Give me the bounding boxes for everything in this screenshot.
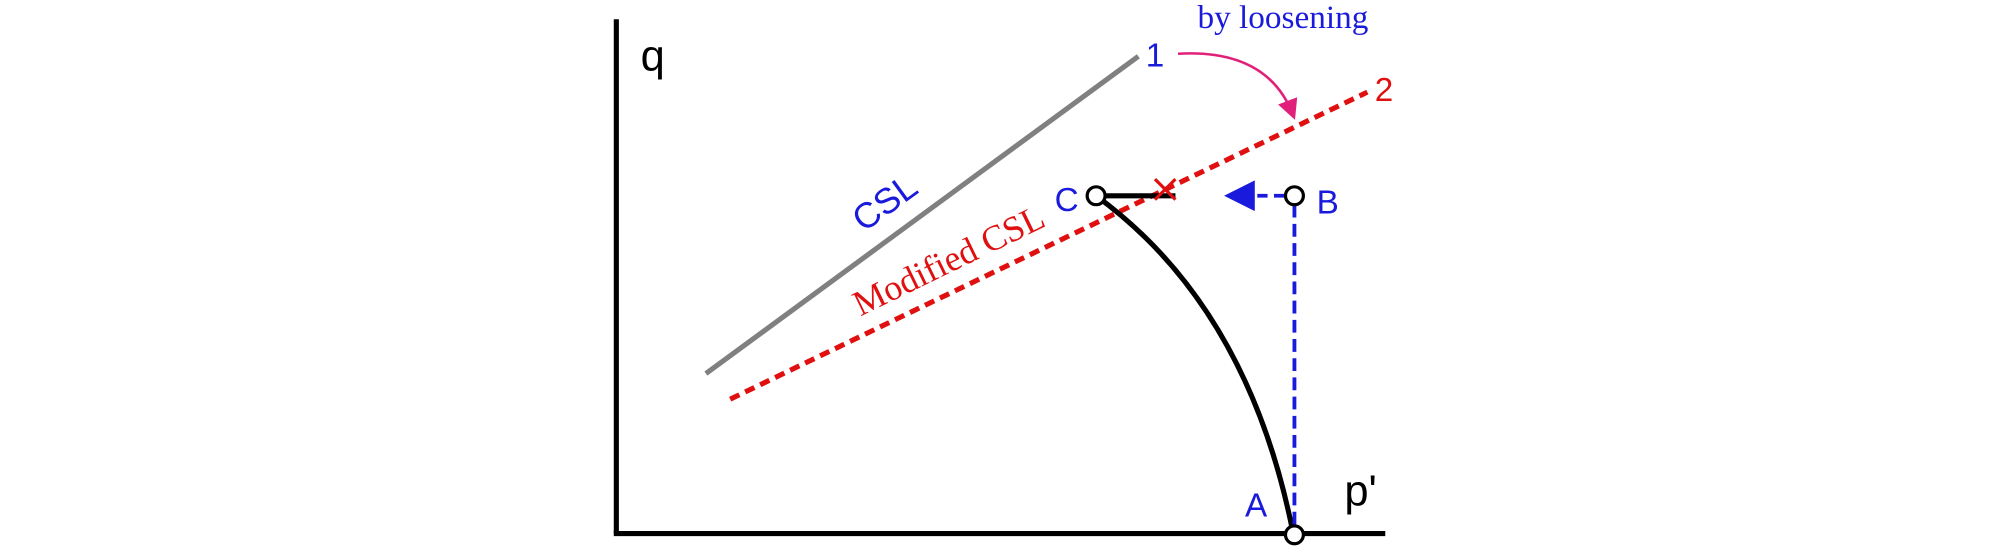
x-axis-label: p' bbox=[1344, 467, 1377, 515]
point-c bbox=[1085, 185, 1107, 207]
csl-label: CSL bbox=[845, 166, 925, 239]
csl-line bbox=[704, 54, 1140, 376]
line-1-label: 1 bbox=[1146, 37, 1165, 74]
intersection-mark bbox=[1153, 177, 1177, 201]
point-a-label: A bbox=[1245, 488, 1268, 525]
modified-csl-line bbox=[729, 89, 1369, 402]
point-b-label: B bbox=[1317, 184, 1339, 221]
annotation: by loosening bbox=[1197, 0, 1368, 36]
line-2-label: 2 bbox=[1375, 72, 1394, 109]
y-axis-label: q bbox=[641, 32, 665, 80]
stress-path bbox=[1094, 193, 1296, 535]
point-b bbox=[1283, 185, 1305, 207]
point-c-label: C bbox=[1055, 182, 1079, 219]
loosening-arrow bbox=[1177, 52, 1298, 120]
point-a bbox=[1283, 524, 1305, 546]
